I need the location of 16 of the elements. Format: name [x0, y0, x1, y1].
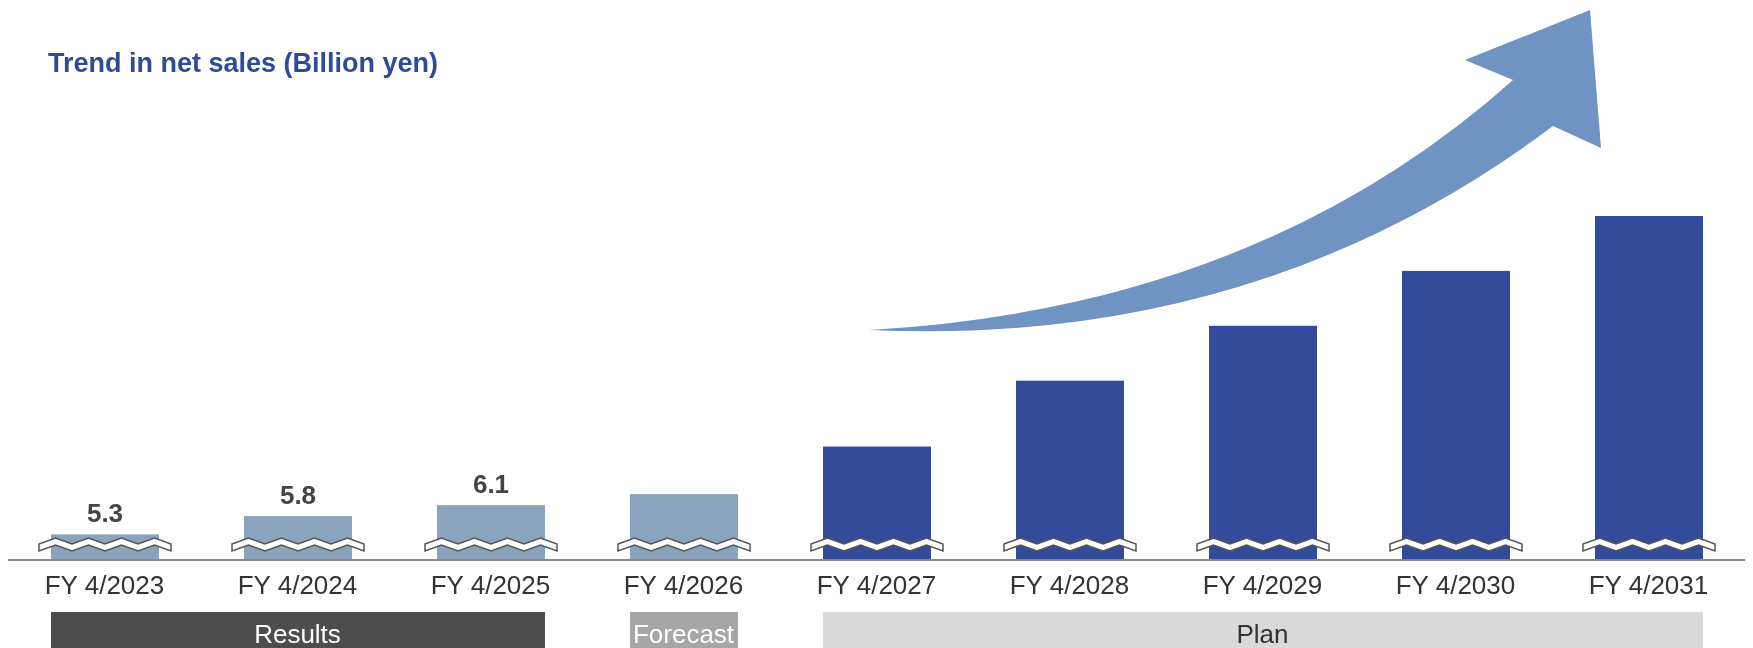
x-tick-label: FY 4/2029: [1202, 570, 1323, 601]
x-tick-label: FY 4/2030: [1395, 570, 1516, 601]
text: Plan: [822, 612, 1703, 648]
data-label: 5.3: [86, 498, 124, 529]
text: Results: [50, 612, 545, 648]
x-tick-label: FY 4/2026: [623, 570, 744, 601]
data-label: 6.1: [472, 469, 510, 500]
data-label: 5.8: [279, 480, 317, 511]
x-tick-label: FY 4/2023: [44, 570, 165, 601]
x-tick-label: FY 4/2024: [237, 570, 358, 601]
x-tick-label: FY 4/2027: [816, 570, 937, 601]
x-tick-label: FY 4/2028: [1009, 570, 1130, 601]
x-tick-label: FY 4/2025: [430, 570, 551, 601]
chart-title: Trend in net sales (Billion yen): [48, 48, 439, 79]
text: Forecast: [629, 612, 738, 648]
x-tick-label: FY 4/2031: [1588, 570, 1709, 601]
